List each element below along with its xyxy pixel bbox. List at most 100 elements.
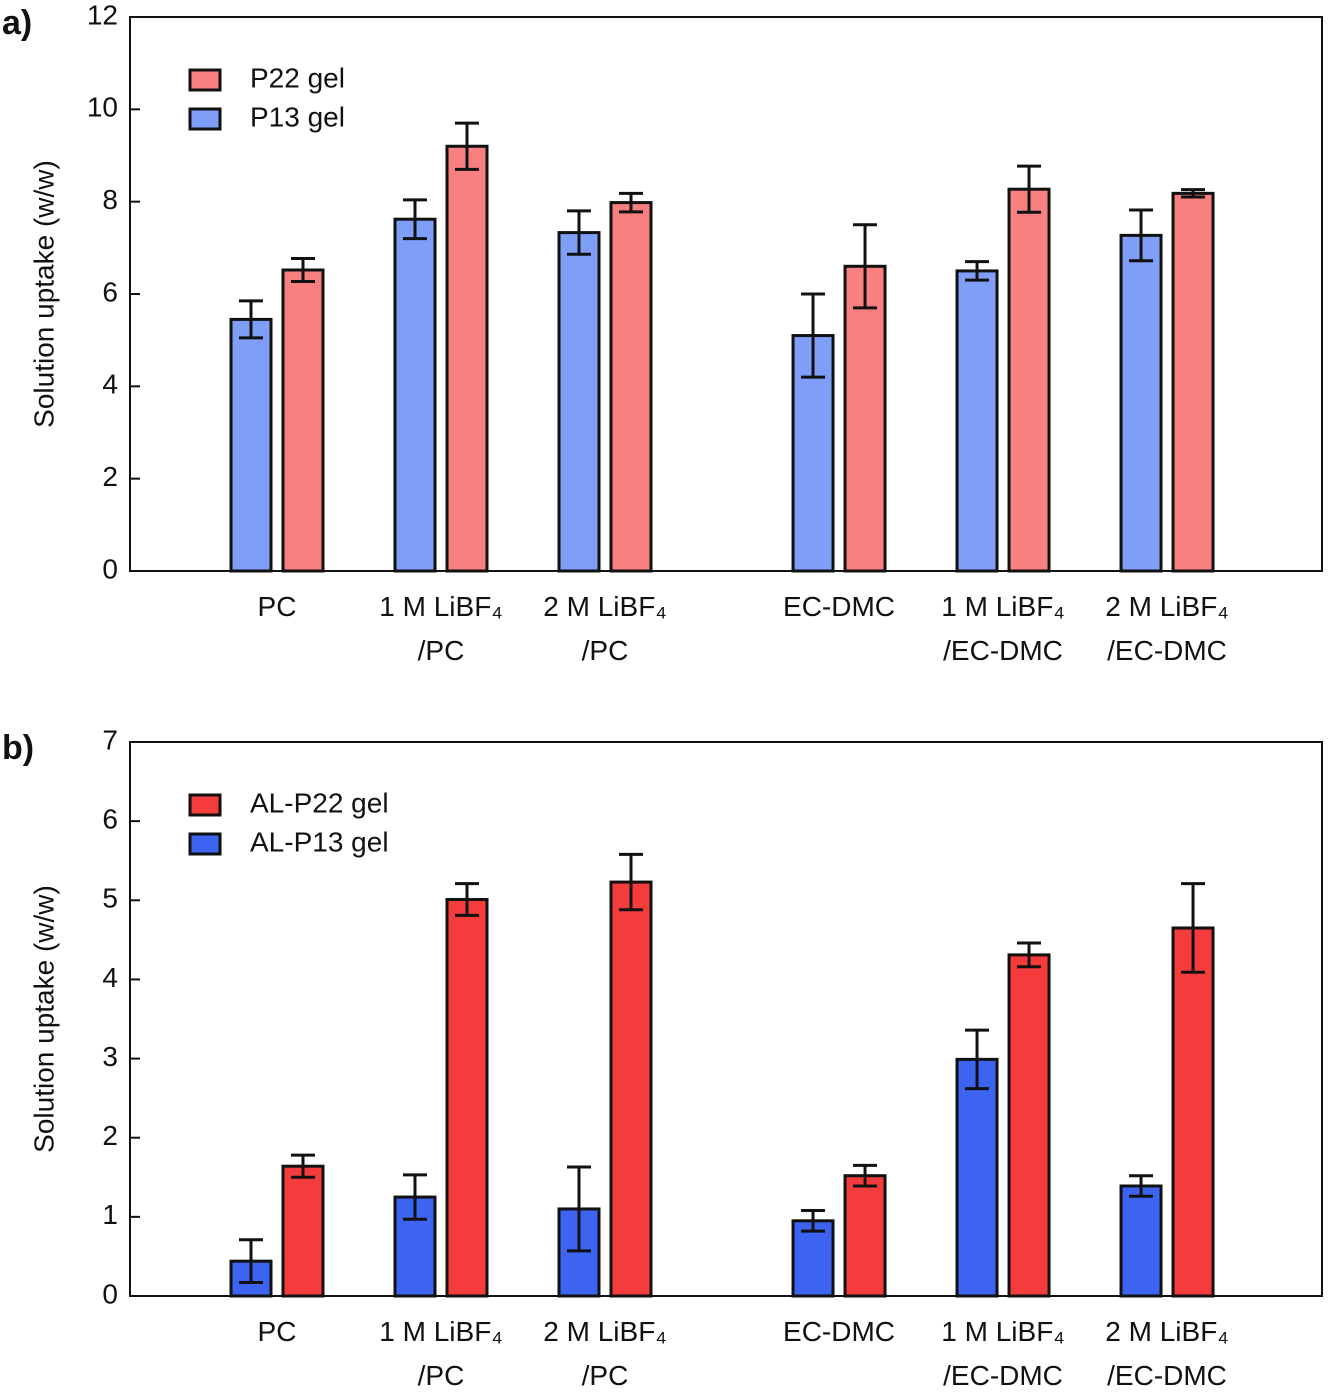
- y-tick-label: 12: [87, 0, 118, 30]
- y-tick-label: 6: [102, 276, 118, 307]
- bar: [281, 268, 325, 573]
- y-tick-label: 8: [102, 184, 118, 215]
- y-axis-label: Solution uptake (w/w): [28, 885, 59, 1153]
- x-tick-label: 2 M LiBF₄/PC: [543, 1316, 666, 1391]
- y-tick-label: 5: [102, 883, 118, 914]
- error-bar: [1129, 1174, 1154, 1198]
- x-tick-label-line: 2 M LiBF₄: [1105, 1316, 1228, 1347]
- bar: [955, 1057, 999, 1298]
- x-tick-label-line: /PC: [582, 1360, 629, 1391]
- error-bar: [801, 1209, 826, 1233]
- x-tick-label: PC: [258, 591, 297, 622]
- panel-label: a): [2, 4, 32, 42]
- error-bar: [1181, 882, 1206, 974]
- x-tick-label-line: /PC: [418, 635, 465, 666]
- bar: [1119, 233, 1163, 573]
- error-bar: [567, 209, 591, 256]
- error-bar: [801, 292, 826, 379]
- error-bar: [965, 260, 990, 282]
- bar: [1171, 926, 1215, 1298]
- bar: [1119, 1184, 1163, 1298]
- bar: [843, 264, 887, 573]
- bar: [445, 144, 489, 573]
- x-tick-label-line: PC: [258, 591, 297, 622]
- x-tick-label-line: 1 M LiBF₄: [379, 591, 502, 622]
- x-tick-label: 1 M LiBF₄/PC: [379, 591, 502, 666]
- y-tick-label: 1: [102, 1199, 118, 1230]
- bar: [1007, 953, 1051, 1298]
- plot-frame: [129, 16, 1323, 572]
- x-tick-label-line: EC-DMC: [783, 1316, 895, 1347]
- x-tick-label-line: /PC: [582, 635, 629, 666]
- x-tick-label-line: /EC-DMC: [1107, 635, 1227, 666]
- x-tick-label: 2 M LiBF₄/EC-DMC: [1105, 591, 1228, 666]
- bar: [609, 201, 653, 573]
- error-bar: [403, 198, 427, 241]
- x-tick-label-line: EC-DMC: [783, 591, 895, 622]
- x-tick-label: 1 M LiBF₄/EC-DMC: [941, 591, 1064, 666]
- x-tick-label-line: /EC-DMC: [943, 635, 1063, 666]
- y-tick-label: 6: [102, 804, 118, 835]
- plot-frame: [129, 741, 1323, 1297]
- legend-label: AL-P22 gel: [250, 787, 389, 818]
- error-bar: [965, 1028, 990, 1091]
- x-tick-label: 1 M LiBF₄/EC-DMC: [941, 1316, 1064, 1391]
- error-bar: [403, 1173, 427, 1221]
- y-tick-label: 0: [102, 553, 118, 584]
- y-tick-label: 4: [102, 369, 118, 400]
- x-tick-label-line: /EC-DMC: [943, 1360, 1063, 1391]
- bar: [791, 1219, 835, 1298]
- x-tick-label: EC-DMC: [783, 591, 895, 622]
- bar: [843, 1174, 887, 1298]
- x-tick-label-line: 2 M LiBF₄: [543, 591, 666, 622]
- error-bar: [619, 852, 643, 912]
- x-tick-label-line: 1 M LiBF₄: [379, 1316, 502, 1347]
- y-tick-label: 7: [102, 724, 118, 755]
- x-tick-label-line: 1 M LiBF₄: [941, 591, 1064, 622]
- x-tick-label: 2 M LiBF₄/PC: [543, 591, 666, 666]
- error-bar: [853, 223, 878, 310]
- x-tick-label-line: 2 M LiBF₄: [1105, 591, 1228, 622]
- x-tick-label: PC: [258, 1316, 297, 1347]
- error-bar: [291, 256, 315, 284]
- error-bar: [1181, 188, 1206, 199]
- legend-label: P13 gel: [250, 101, 345, 132]
- error-bar: [239, 299, 263, 340]
- error-bar: [619, 191, 643, 214]
- y-axis-label: Solution uptake (w/w): [28, 160, 59, 428]
- error-bar: [455, 121, 479, 171]
- bar: [229, 317, 273, 573]
- y-tick-label: 3: [102, 1041, 118, 1072]
- x-tick-label-line: /PC: [418, 1360, 465, 1391]
- x-tick-label-line: 1 M LiBF₄: [941, 1316, 1064, 1347]
- legend-swatch: [188, 68, 222, 92]
- x-tick-label-line: PC: [258, 1316, 297, 1347]
- error-bar: [1017, 941, 1042, 969]
- bar: [1007, 187, 1051, 573]
- y-tick-label: 2: [102, 1120, 118, 1151]
- bar: [557, 231, 601, 573]
- error-bar: [239, 1238, 263, 1285]
- error-bar: [567, 1165, 591, 1253]
- legend-swatch: [188, 832, 222, 856]
- bar: [393, 217, 437, 573]
- y-tick-label: 0: [102, 1278, 118, 1309]
- error-bar: [853, 1163, 878, 1188]
- legend-swatch: [188, 107, 222, 131]
- y-tick-label: 2: [102, 461, 118, 492]
- legend-label: AL-P13 gel: [250, 826, 389, 857]
- legend-swatch: [188, 793, 222, 817]
- x-tick-label-line: /EC-DMC: [1107, 1360, 1227, 1391]
- y-tick-label: 4: [102, 962, 118, 993]
- bar: [445, 897, 489, 1298]
- bar: [955, 269, 999, 573]
- x-tick-label: EC-DMC: [783, 1316, 895, 1347]
- error-bar: [1017, 164, 1042, 214]
- x-tick-label: 2 M LiBF₄/EC-DMC: [1105, 1316, 1228, 1391]
- y-tick-label: 10: [87, 92, 118, 123]
- error-bar: [1129, 208, 1154, 263]
- panel-label: b): [2, 729, 34, 767]
- x-tick-label-line: 2 M LiBF₄: [543, 1316, 666, 1347]
- bar: [609, 880, 653, 1298]
